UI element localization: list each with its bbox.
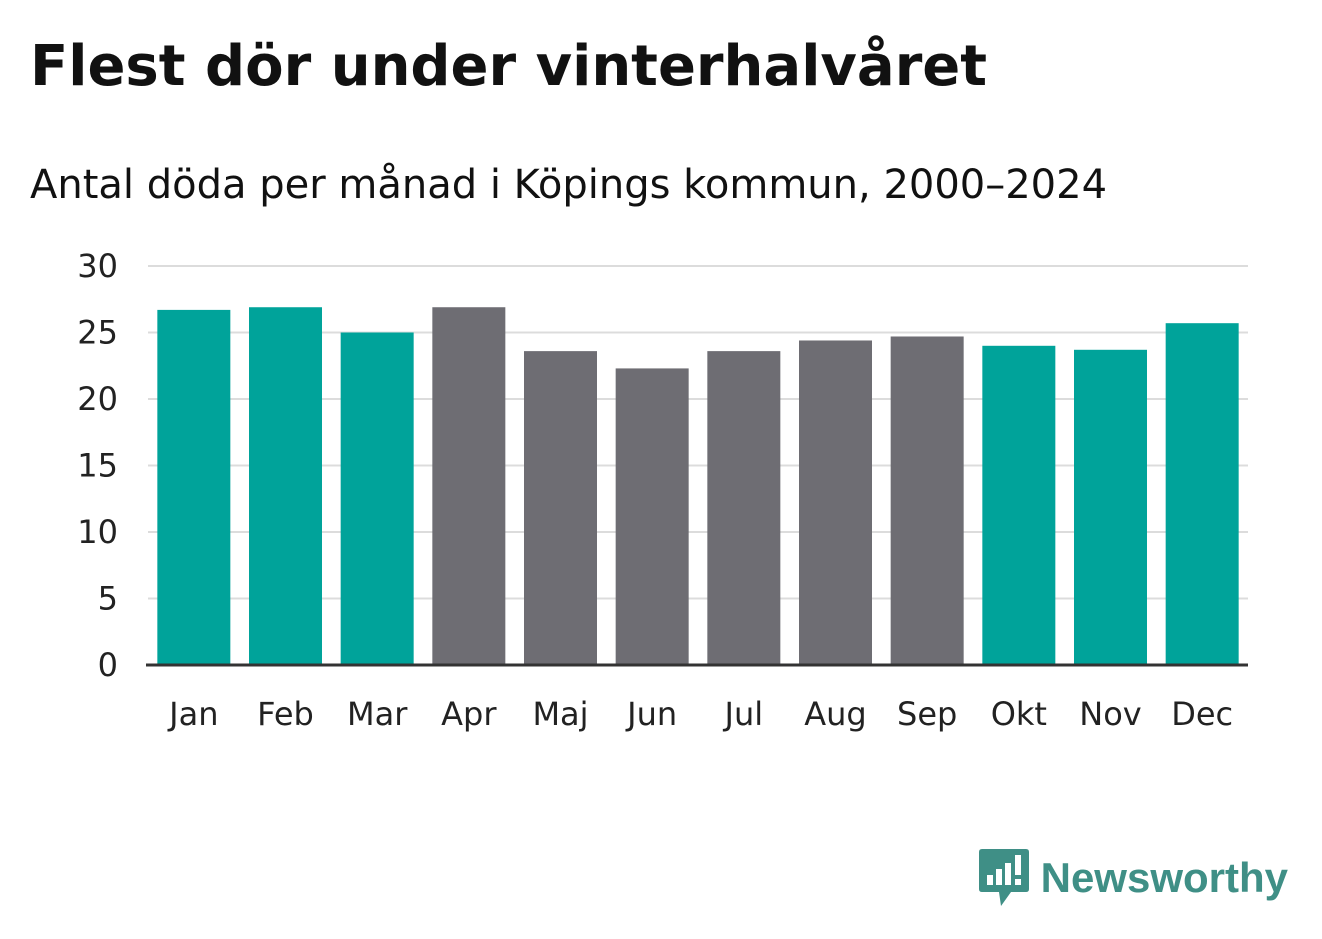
bar-jan <box>157 309 231 665</box>
brand-name: Newsworthy <box>1040 854 1288 901</box>
bar-maj <box>524 351 597 665</box>
y-tick-label: 20 <box>77 380 118 418</box>
x-tick-label: Jul <box>723 695 764 733</box>
newsworthy-logo-icon <box>978 849 1029 906</box>
bar-feb <box>249 307 322 665</box>
bar-apr <box>432 307 506 665</box>
bar-aug <box>799 340 872 665</box>
y-tick-label: 15 <box>77 447 118 485</box>
x-tick-label: Jan <box>167 695 218 733</box>
x-tick-label: Feb <box>257 695 314 733</box>
bar-nov <box>1074 349 1147 665</box>
y-tick-label: 10 <box>77 513 118 551</box>
y-axis-ticks: 0 5 10 15 20 25 30 <box>77 247 118 684</box>
x-tick-label: Aug <box>804 695 866 733</box>
x-tick-label: Okt <box>991 695 1047 733</box>
y-tick-label: 25 <box>77 314 118 352</box>
x-tick-label: Apr <box>441 695 497 733</box>
x-tick-label: Dec <box>1171 695 1233 733</box>
bar-dec <box>1165 323 1239 665</box>
bars <box>157 307 1239 665</box>
gridlines <box>148 265 1248 600</box>
bar-mar <box>340 332 414 665</box>
chart-title: Flest dör under vinterhalvåret <box>30 34 988 99</box>
y-tick-label: 0 <box>98 646 118 684</box>
y-tick-label: 5 <box>98 580 118 618</box>
y-tick-label: 30 <box>77 247 118 285</box>
bar-jul <box>707 351 781 665</box>
bar-sep <box>890 336 964 665</box>
chart-subtitle: Antal döda per månad i Köpings kommun, 2… <box>30 162 1108 208</box>
x-axis-ticks: Jan Feb Mar Apr Maj Jun Jul Aug Sep Okt Nov Dec <box>167 695 1233 733</box>
bar-okt <box>982 345 1056 665</box>
x-tick-label: Sep <box>897 695 957 733</box>
x-tick-label: Mar <box>347 695 408 733</box>
x-tick-label: Jun <box>625 695 677 733</box>
bar-jun <box>615 368 689 665</box>
x-tick-label: Maj <box>532 695 588 733</box>
brand-logo: Newsworthy <box>978 849 1288 907</box>
x-tick-label: Nov <box>1079 695 1141 733</box>
